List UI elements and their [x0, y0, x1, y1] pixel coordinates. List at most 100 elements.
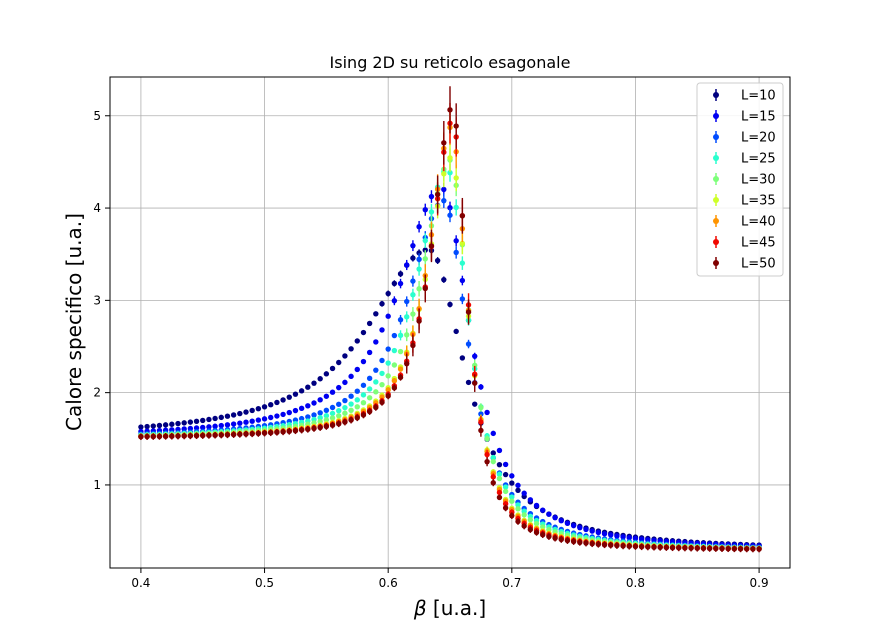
data-point — [533, 502, 540, 509]
x-ticks: 0.4 0.5 0.6 0.7 0.8 0.9 — [131, 568, 769, 590]
data-point — [490, 450, 496, 456]
data-point — [373, 379, 379, 385]
data-point — [657, 544, 663, 551]
legend-label: L=20 — [741, 131, 776, 146]
data-point — [317, 376, 323, 382]
legend-item: L=10 — [713, 89, 776, 104]
data-point — [181, 420, 187, 426]
data-point — [348, 407, 354, 413]
data-point — [323, 393, 330, 399]
data-point — [663, 544, 670, 551]
data-point — [280, 397, 286, 403]
data-point — [329, 410, 336, 417]
y-tick-label: 4 — [93, 201, 101, 215]
data-point — [385, 387, 391, 393]
data-point — [404, 262, 410, 268]
data-point — [366, 386, 373, 392]
data-point — [286, 409, 292, 416]
data-point — [298, 415, 305, 422]
data-point — [274, 429, 280, 436]
data-point — [490, 480, 496, 486]
x-tick-label: 0.8 — [626, 576, 645, 590]
legend-label: L=40 — [741, 215, 776, 230]
data-point — [453, 328, 459, 335]
data-point — [391, 378, 398, 384]
legend-label: L=45 — [741, 236, 776, 251]
data-point — [187, 433, 194, 439]
data-point — [385, 393, 391, 399]
data-point — [496, 461, 503, 468]
data-point — [540, 532, 546, 538]
data-point — [230, 421, 237, 427]
data-point — [484, 458, 490, 465]
data-point — [540, 524, 546, 530]
data-point — [348, 393, 354, 399]
data-point — [391, 280, 398, 287]
data-point — [750, 546, 756, 552]
data-point — [175, 420, 181, 427]
data-point — [472, 380, 478, 386]
data-point — [459, 260, 466, 266]
data-point — [570, 522, 577, 529]
data-point — [224, 422, 231, 428]
legend-label: L=15 — [741, 110, 776, 125]
data-point — [509, 480, 515, 486]
data-point — [583, 540, 589, 546]
data-point — [688, 545, 694, 551]
legend-marker — [713, 239, 719, 245]
data-point — [317, 415, 323, 421]
data-point — [608, 542, 614, 548]
data-point — [206, 424, 212, 430]
data-point — [366, 395, 373, 401]
data-point — [391, 332, 398, 339]
data-point — [453, 204, 459, 211]
data-point — [150, 433, 156, 440]
data-point — [509, 512, 515, 519]
data-point — [373, 311, 379, 317]
data-point — [626, 543, 632, 549]
data-point — [144, 433, 150, 440]
data-point — [292, 391, 299, 397]
data-point — [268, 414, 274, 421]
chart-title: Ising 2D su reticolo esagonale — [330, 53, 571, 72]
data-point — [694, 545, 700, 551]
data-point — [342, 353, 348, 359]
data-point — [366, 320, 373, 327]
data-point — [564, 537, 571, 544]
data-point — [385, 346, 391, 352]
data-point — [391, 298, 398, 304]
data-point — [453, 175, 459, 181]
data-point — [521, 523, 527, 529]
data-point — [410, 311, 416, 317]
data-point — [360, 329, 367, 336]
data-point — [638, 544, 645, 550]
data-point — [676, 545, 682, 551]
data-point — [268, 402, 274, 408]
data-point — [243, 419, 249, 425]
data-point — [298, 388, 305, 394]
data-point — [744, 546, 750, 552]
data-point — [305, 403, 311, 409]
data-point — [515, 482, 521, 489]
data-point — [558, 518, 564, 524]
data-point — [434, 191, 441, 198]
data-point — [261, 430, 268, 436]
data-point — [490, 474, 496, 480]
data-point — [620, 543, 626, 549]
data-point — [200, 417, 206, 424]
data-point — [169, 433, 175, 439]
data-point — [496, 471, 503, 477]
data-point — [193, 418, 200, 424]
data-point — [502, 488, 509, 495]
data-point — [373, 339, 379, 345]
data-point — [298, 405, 305, 412]
data-point — [305, 414, 311, 420]
data-point — [305, 384, 311, 390]
data-point — [354, 366, 360, 373]
legend-label: L=30 — [741, 173, 776, 188]
data-point — [620, 534, 626, 540]
data-point — [614, 542, 620, 549]
data-point — [385, 373, 391, 379]
legend-item: L=35 — [713, 194, 776, 209]
data-point — [385, 290, 391, 297]
